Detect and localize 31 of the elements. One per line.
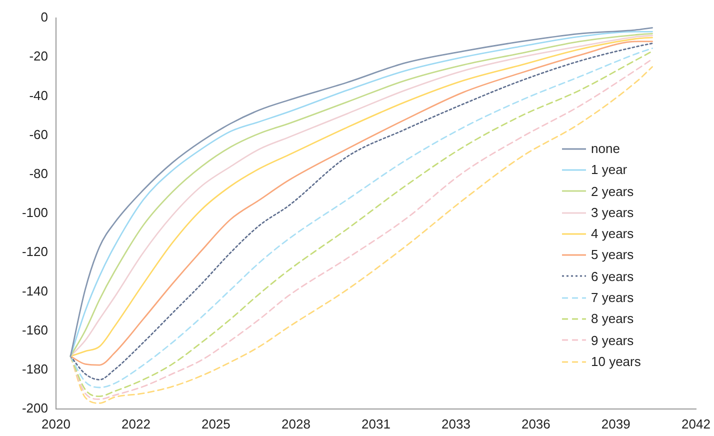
y-tick-label: -180 [22,361,48,376]
legend-label: 5 years [591,246,634,264]
legend-label: 9 years [591,332,634,350]
x-tick-label: 2028 [282,416,310,432]
legend-label: 10 years [591,352,641,371]
y-tick-label: -160 [22,322,48,338]
x-tick-label: 2036 [521,416,550,432]
x-tick-label: 2020 [42,416,70,432]
y-tick-label: -20 [29,48,48,64]
legend-label: 3 years [591,204,634,222]
legend-label: 8 years [591,310,634,328]
y-tick-label: 0 [40,10,48,25]
x-tick-label: 2039 [601,416,630,432]
y-tick-label: -60 [29,126,48,142]
legend-label: 1 year [591,161,628,180]
y-tick-label: -100 [22,205,48,220]
y-tick-label: -40 [29,88,48,103]
legend-label: none [591,140,620,158]
x-tick-label: 2033 [442,416,470,432]
y-tick-label: -140 [22,283,48,298]
y-tick-label: -200 [22,400,48,416]
legend-label: 2 years [591,182,634,201]
legend-label: 6 years [591,268,634,286]
x-tick-label: 2025 [201,416,230,432]
legend-label: 4 years [591,225,634,244]
legend-label: 7 years [591,289,634,308]
x-tick-label: 2022 [122,416,150,432]
y-tick-label: -80 [29,166,48,181]
y-tick-label: -120 [22,244,48,260]
x-tick-label: 2031 [362,416,390,432]
x-tick-label: 2042 [682,416,710,432]
